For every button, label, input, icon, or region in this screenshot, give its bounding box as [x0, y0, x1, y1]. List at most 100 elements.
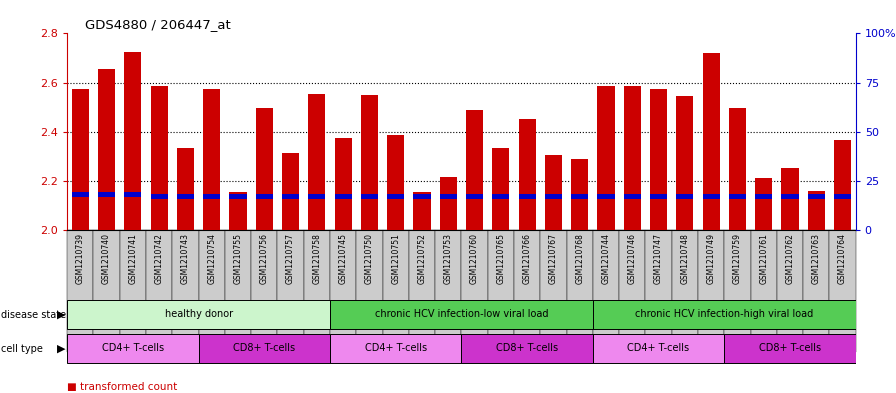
- Bar: [120, 230, 146, 352]
- FancyBboxPatch shape: [199, 334, 330, 364]
- Bar: [545, 155, 562, 230]
- Bar: [571, 194, 589, 199]
- Bar: [308, 94, 325, 230]
- Bar: [172, 230, 199, 352]
- Bar: [361, 95, 378, 230]
- Text: ▶: ▶: [56, 310, 65, 320]
- FancyBboxPatch shape: [330, 300, 593, 329]
- Bar: [466, 110, 483, 230]
- Bar: [807, 191, 825, 230]
- Bar: [308, 194, 325, 199]
- Bar: [755, 194, 772, 199]
- FancyBboxPatch shape: [330, 334, 461, 364]
- Bar: [598, 194, 615, 199]
- Bar: [676, 194, 694, 199]
- Bar: [304, 230, 330, 352]
- Bar: [672, 230, 698, 352]
- Bar: [203, 89, 220, 230]
- Text: CD4+ T-cells: CD4+ T-cells: [102, 343, 164, 353]
- Bar: [67, 230, 93, 352]
- Text: healthy donor: healthy donor: [165, 309, 233, 319]
- Bar: [255, 108, 273, 230]
- Bar: [203, 194, 220, 199]
- Bar: [834, 194, 851, 199]
- Text: CD4+ T-cells: CD4+ T-cells: [627, 343, 690, 353]
- Bar: [698, 230, 724, 352]
- Bar: [519, 119, 536, 230]
- Bar: [435, 230, 461, 352]
- FancyBboxPatch shape: [593, 334, 724, 364]
- FancyBboxPatch shape: [724, 334, 856, 364]
- Bar: [466, 194, 483, 199]
- Bar: [624, 194, 641, 199]
- Text: chronic HCV infection-low viral load: chronic HCV infection-low viral load: [375, 309, 548, 319]
- Bar: [834, 140, 851, 230]
- Bar: [199, 230, 225, 352]
- Bar: [724, 230, 751, 352]
- Bar: [807, 194, 825, 199]
- Bar: [593, 230, 619, 352]
- Bar: [755, 178, 772, 230]
- Bar: [487, 230, 514, 352]
- Bar: [514, 230, 540, 352]
- Bar: [751, 230, 777, 352]
- Bar: [334, 194, 352, 199]
- Bar: [229, 194, 246, 199]
- Bar: [72, 192, 89, 197]
- Bar: [777, 230, 803, 352]
- Text: CD8+ T-cells: CD8+ T-cells: [496, 343, 558, 353]
- Bar: [571, 159, 589, 230]
- Bar: [93, 230, 120, 352]
- Bar: [282, 194, 299, 199]
- Text: CD8+ T-cells: CD8+ T-cells: [759, 343, 821, 353]
- Bar: [72, 89, 89, 230]
- Bar: [645, 230, 672, 352]
- Bar: [177, 194, 194, 199]
- Text: ■ transformed count: ■ transformed count: [67, 382, 177, 392]
- Bar: [125, 192, 142, 197]
- Bar: [255, 194, 273, 199]
- Text: disease state: disease state: [1, 310, 66, 320]
- Bar: [728, 194, 746, 199]
- FancyBboxPatch shape: [461, 334, 593, 364]
- Bar: [650, 89, 668, 230]
- Text: chronic HCV infection-high viral load: chronic HCV infection-high viral load: [635, 309, 814, 319]
- Bar: [519, 194, 536, 199]
- Bar: [492, 148, 510, 230]
- Bar: [545, 194, 562, 199]
- Bar: [461, 230, 487, 352]
- Bar: [676, 96, 694, 230]
- Bar: [440, 177, 457, 230]
- Bar: [225, 230, 251, 352]
- Bar: [125, 52, 142, 230]
- Bar: [387, 135, 404, 230]
- Bar: [229, 192, 246, 230]
- Bar: [98, 192, 116, 197]
- Bar: [98, 69, 116, 230]
- Text: CD4+ T-cells: CD4+ T-cells: [365, 343, 426, 353]
- Bar: [409, 230, 435, 352]
- FancyBboxPatch shape: [67, 300, 330, 329]
- Bar: [383, 230, 409, 352]
- Bar: [146, 230, 172, 352]
- Bar: [540, 230, 566, 352]
- Bar: [177, 148, 194, 230]
- Bar: [330, 230, 357, 352]
- Bar: [278, 230, 304, 352]
- Bar: [624, 86, 641, 230]
- Bar: [781, 169, 798, 230]
- Bar: [702, 53, 719, 230]
- Bar: [830, 230, 856, 352]
- Bar: [803, 230, 830, 352]
- Bar: [566, 230, 593, 352]
- Bar: [492, 194, 510, 199]
- Bar: [440, 194, 457, 199]
- Bar: [702, 194, 719, 199]
- Bar: [151, 194, 168, 199]
- Bar: [728, 108, 746, 230]
- Bar: [598, 86, 615, 230]
- Bar: [619, 230, 645, 352]
- Bar: [151, 86, 168, 230]
- Bar: [334, 138, 352, 230]
- FancyBboxPatch shape: [67, 334, 199, 364]
